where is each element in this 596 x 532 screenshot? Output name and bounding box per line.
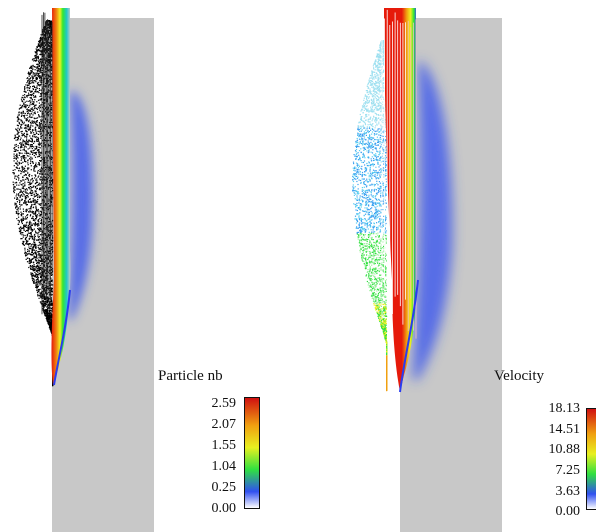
jet-edge xyxy=(53,289,71,386)
tick-label: 18.13 xyxy=(548,401,581,416)
tick-label: 0.00 xyxy=(555,504,581,519)
spray-core xyxy=(51,8,71,385)
tick-label: 7.25 xyxy=(555,463,581,478)
legend-title: Particle nb xyxy=(158,368,223,384)
legend-title: Velocity xyxy=(494,368,544,384)
tick-label: 0.25 xyxy=(211,480,237,495)
particle-nb-field xyxy=(12,8,154,532)
velocity-panel: Velocity 18.13 14.51 10.88 7.25 3.63 0.0… xyxy=(340,0,596,532)
jet-edge xyxy=(399,279,419,393)
tick-label: 3.63 xyxy=(555,484,581,499)
domain-region xyxy=(400,18,502,532)
particle-cloud xyxy=(12,20,54,387)
tick-label: 2.59 xyxy=(211,396,237,411)
tick-label: 1.04 xyxy=(211,459,237,474)
tick-label: 0.00 xyxy=(211,501,237,516)
blue-region xyxy=(412,60,453,380)
injector-lines xyxy=(41,12,53,315)
tick-label: 10.88 xyxy=(548,442,581,457)
blue-plume xyxy=(68,90,93,320)
particle-nb-panel: Particle nb 2.59 2.07 1.55 1.04 0.25 0.0… xyxy=(12,8,260,532)
tick-label: 2.07 xyxy=(211,417,237,432)
colorbar xyxy=(586,408,596,510)
velocity-field xyxy=(352,8,502,532)
injector-lines xyxy=(381,9,417,340)
tick-label: 14.51 xyxy=(548,422,581,437)
colorbar xyxy=(244,397,260,509)
tick-label: 1.55 xyxy=(211,438,237,453)
